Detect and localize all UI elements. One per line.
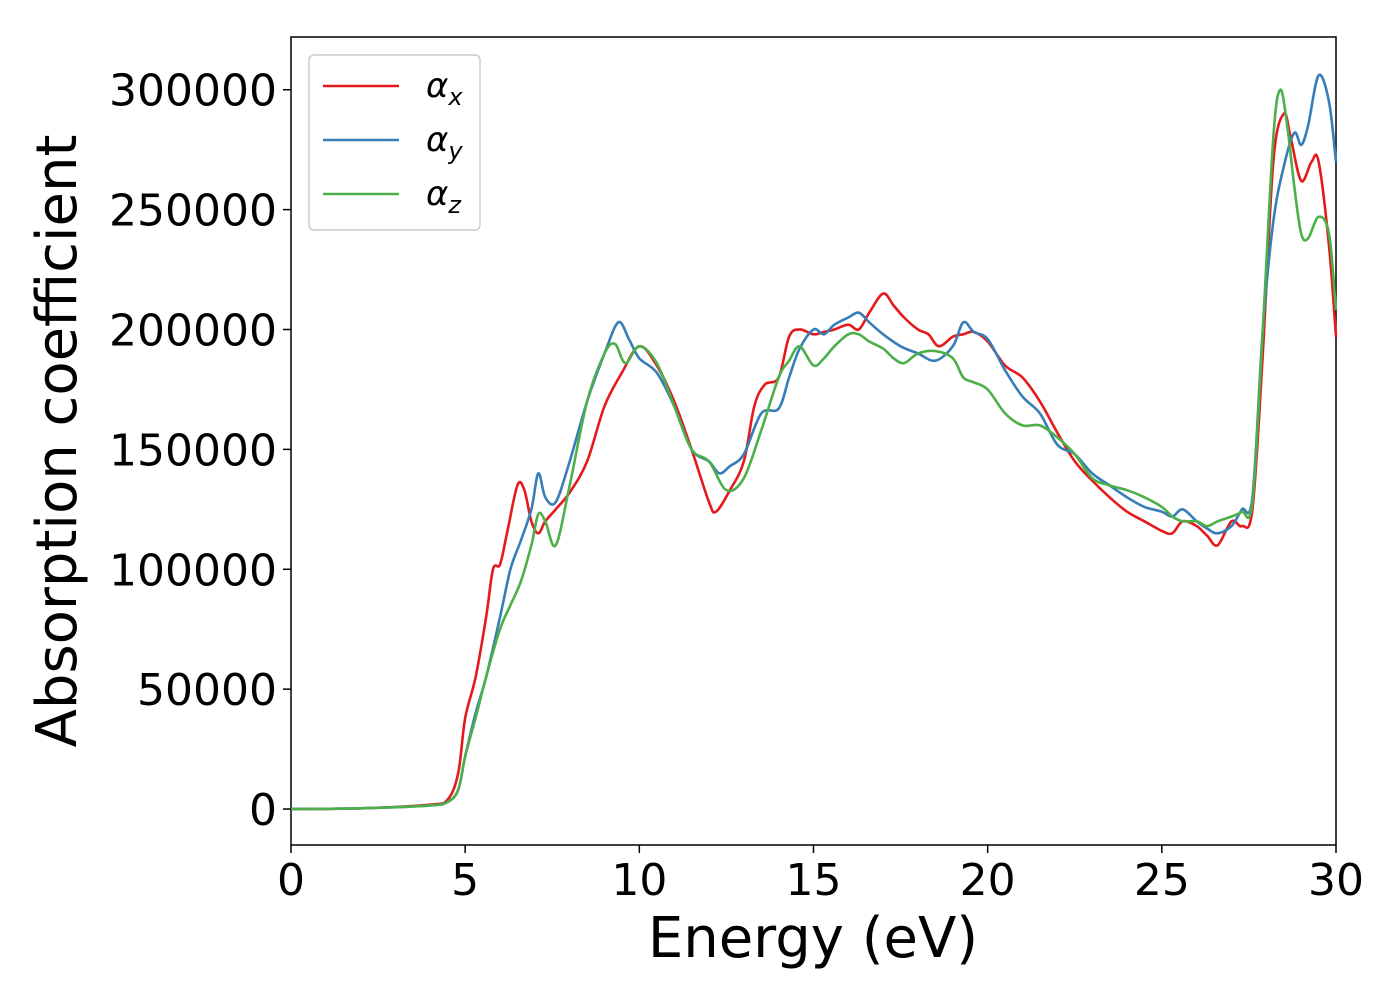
- x-tick-label: 15: [786, 855, 842, 906]
- series-layer: [290, 73, 1338, 811]
- y-tick-label: 100000: [109, 545, 277, 596]
- y-tick-label: 150000: [109, 425, 277, 476]
- x-axis-title: Energy (eV): [648, 906, 978, 971]
- legend-box: [308, 54, 481, 231]
- y-tick-label: 200000: [109, 306, 277, 357]
- x-tick-label: 20: [960, 855, 1016, 906]
- y-tick-label: 0: [249, 785, 277, 836]
- y-axis-ticks: 0 50000 100000 150000 200000 250000 300000: [109, 66, 291, 836]
- series-line-y: [290, 73, 1338, 811]
- legend-entries: αx αy αz: [323, 66, 463, 219]
- legend-label-z: αz: [426, 174, 462, 219]
- y-tick-label: 250000: [109, 186, 277, 237]
- y-axis-title: Absorption coefficient: [25, 135, 90, 748]
- legend-label-x: αx: [426, 66, 463, 111]
- x-tick-label: 10: [611, 855, 667, 906]
- y-tick-label: 50000: [137, 665, 277, 716]
- legend: αx αy αz: [308, 54, 481, 231]
- x-tick-label: 25: [1134, 855, 1190, 906]
- y-tick-label: 300000: [109, 66, 277, 117]
- x-axis-ticks: 0 5 10 15 20 25 30: [277, 845, 1364, 906]
- series-line-z: [290, 88, 1338, 811]
- x-tick-label: 0: [277, 855, 305, 906]
- x-tick-label: 30: [1308, 855, 1364, 906]
- legend-label-y: αy: [426, 120, 463, 165]
- x-tick-label: 5: [451, 855, 479, 906]
